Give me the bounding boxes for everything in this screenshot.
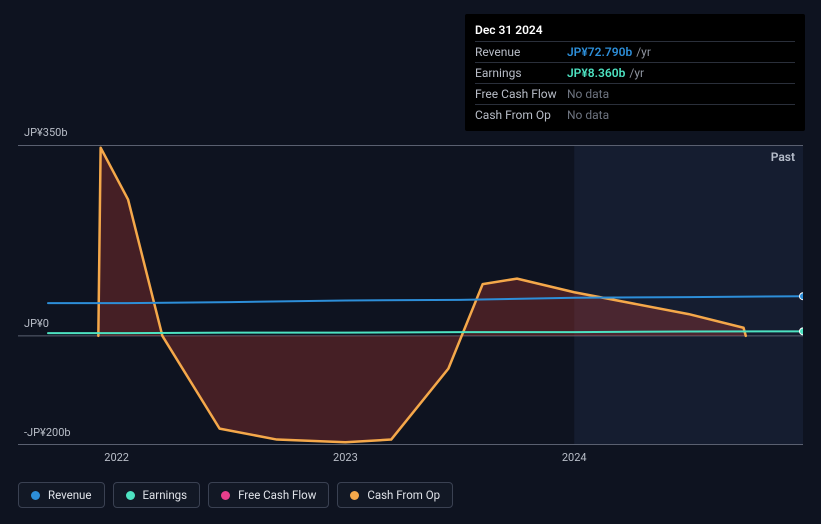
tooltip-row-value: JP¥8.360b (567, 66, 625, 80)
legend-label: Cash From Op (367, 488, 440, 502)
legend-label: Earnings (143, 488, 188, 502)
financials-chart: Dec 31 2024 RevenueJP¥72.790b/yrEarnings… (0, 0, 821, 524)
series-end-marker (800, 328, 804, 335)
y-tick-label: -JP¥200b (24, 426, 71, 439)
past-region (574, 145, 803, 445)
tooltip-row: RevenueJP¥72.790b/yr (475, 41, 795, 62)
series-end-marker (800, 293, 804, 300)
tooltip-row: EarningsJP¥8.360b/yr (475, 62, 795, 83)
legend-item[interactable]: Free Cash Flow (208, 482, 329, 508)
tooltip-row-label: Cash From Op (475, 108, 567, 122)
tooltip-row-label: Earnings (475, 66, 567, 80)
tooltip-row-suffix: /yr (629, 66, 644, 80)
tooltip-date: Dec 31 2024 (475, 20, 795, 41)
x-tick-label: 2024 (562, 451, 587, 464)
legend-item[interactable]: Revenue (18, 482, 105, 508)
tooltip-row-nodata: No data (567, 108, 609, 122)
chart-legend: Revenue Earnings Free Cash Flow Cash From O… (18, 482, 453, 508)
legend-dot-icon (31, 491, 40, 500)
chart-plot[interactable] (18, 145, 803, 445)
x-tick-label: 2022 (104, 451, 129, 464)
chart-tooltip: Dec 31 2024 RevenueJP¥72.790b/yrEarnings… (465, 14, 805, 131)
legend-dot-icon (350, 491, 359, 500)
y-tick-label: JP¥0 (24, 317, 49, 330)
y-tick-label: JP¥350b (24, 126, 68, 139)
tooltip-row-label: Revenue (475, 45, 567, 59)
legend-dot-icon (221, 491, 230, 500)
legend-item[interactable]: Earnings (113, 482, 201, 508)
tooltip-row: Cash From OpNo data (475, 104, 795, 125)
tooltip-row-nodata: No data (567, 87, 609, 101)
legend-dot-icon (126, 491, 135, 500)
legend-item[interactable]: Cash From Op (337, 482, 453, 508)
tooltip-row-suffix: /yr (636, 45, 651, 59)
legend-label: Free Cash Flow (238, 488, 316, 502)
legend-label: Revenue (48, 488, 92, 502)
x-tick-label: 2023 (333, 451, 358, 464)
tooltip-row: Free Cash FlowNo data (475, 83, 795, 104)
tooltip-row-value: JP¥72.790b (567, 45, 632, 59)
tooltip-row-label: Free Cash Flow (475, 87, 567, 101)
